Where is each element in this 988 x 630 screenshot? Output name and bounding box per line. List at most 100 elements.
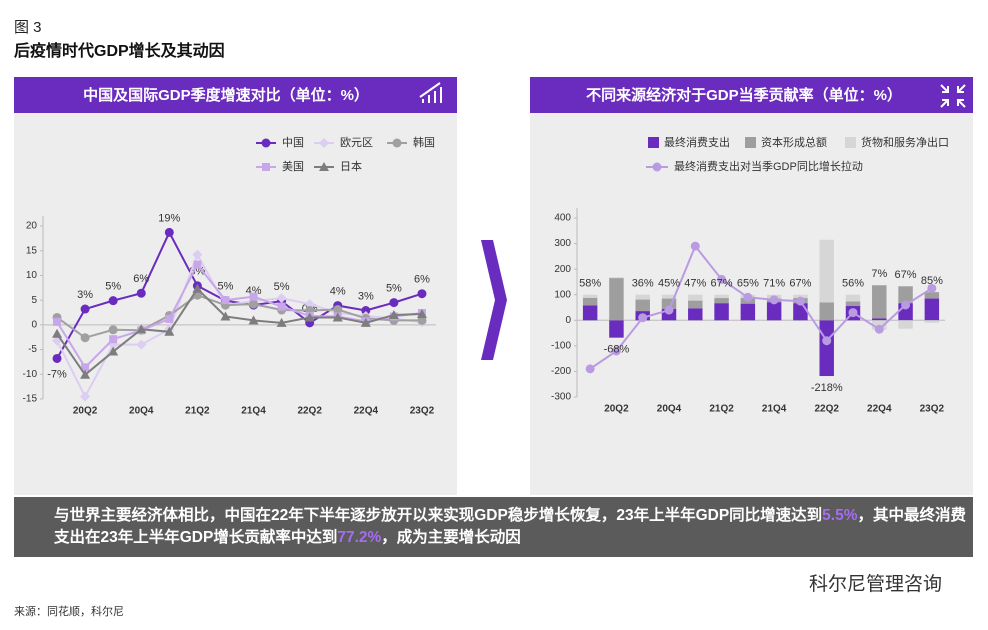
x-tick-label: 22Q4 xyxy=(867,404,892,415)
marker xyxy=(319,138,329,148)
y-tick-label: -15 xyxy=(23,394,38,405)
marker xyxy=(164,227,174,237)
y-tick-label: 10 xyxy=(26,270,38,281)
legend-swatch xyxy=(845,137,856,148)
left-panel-title: 中国及国际GDP季度增速对比（单位：%） xyxy=(83,86,369,104)
marker xyxy=(822,336,832,346)
bar-segment xyxy=(793,294,808,299)
bar-segment xyxy=(845,301,861,306)
marker xyxy=(261,138,271,148)
bar-segment xyxy=(582,297,598,306)
y-tick-label: 200 xyxy=(554,264,571,275)
y-tick-label: 15 xyxy=(26,245,38,256)
x-tick-label: 22Q2 xyxy=(297,406,322,417)
legend-label: 资本形成总额 xyxy=(761,135,827,149)
legend-label: 货物和服务净出口 xyxy=(861,135,949,149)
marker xyxy=(109,335,118,344)
marker xyxy=(848,308,858,318)
marker xyxy=(276,293,287,304)
data-label: 85% xyxy=(921,275,943,287)
bar-segment xyxy=(635,299,650,312)
marker xyxy=(192,283,203,293)
x-tick-label: 23Q2 xyxy=(920,404,945,415)
bar-segment xyxy=(793,303,808,321)
bar-segment xyxy=(845,294,861,302)
legend-label: 最终消费支出 xyxy=(664,135,730,149)
y-tick-label: -5 xyxy=(28,344,37,355)
right-header xyxy=(530,77,973,113)
left-panel xyxy=(14,77,457,495)
bar-segment xyxy=(924,298,940,321)
x-tick-label: 22Q2 xyxy=(814,404,839,415)
data-label: 67% xyxy=(895,269,917,281)
legend-label: 美国 xyxy=(282,160,304,173)
x-tick-label: 23Q2 xyxy=(410,406,435,417)
marker xyxy=(652,162,662,172)
y-tick-label: 5 xyxy=(31,295,37,306)
banner: 与世界主要经济体相比，中国在22年下半年逐步放开以来实现GDP稳步增长恢复，23… xyxy=(14,497,973,557)
left-header xyxy=(14,77,457,113)
x-tick-label: 20Q4 xyxy=(657,404,682,415)
y-tick-label: -100 xyxy=(551,340,571,351)
data-label: 19% xyxy=(158,212,180,224)
watermark: 科尔尼管理咨询 xyxy=(809,573,942,595)
marker xyxy=(193,260,202,269)
marker xyxy=(333,305,343,315)
marker xyxy=(389,298,399,308)
marker xyxy=(192,249,203,260)
marker xyxy=(249,299,259,309)
data-label: 5% xyxy=(386,283,402,295)
y-tick-label: 0 xyxy=(565,315,571,326)
data-label: 6% xyxy=(414,274,430,286)
marker xyxy=(80,333,90,343)
y-tick-label: 400 xyxy=(554,213,571,224)
legend-swatch xyxy=(745,137,756,148)
data-label: 6% xyxy=(133,273,149,285)
banner-text: 与世界主要经济体相比，中国在22年下半年逐步放开以来实现GDP稳步增长恢复，23… xyxy=(54,507,823,524)
marker xyxy=(80,369,91,379)
legend-label: 最终消费支出对当季GDP同比增长拉动 xyxy=(674,159,863,173)
y-tick-label: 20 xyxy=(26,221,38,232)
bar-segment xyxy=(898,286,913,304)
marker xyxy=(392,138,402,148)
bar-segment xyxy=(661,294,677,299)
data-label: 71% xyxy=(763,278,785,290)
data-label: 47% xyxy=(684,278,706,290)
marker xyxy=(332,312,343,322)
marker xyxy=(874,324,884,334)
bar-segment xyxy=(714,303,729,321)
marker xyxy=(585,364,595,374)
bar-segment xyxy=(872,285,887,319)
figure-label: 图 3 xyxy=(14,19,42,36)
marker xyxy=(108,325,118,335)
bar-segment xyxy=(819,302,834,321)
bar-segment xyxy=(872,318,887,321)
marker xyxy=(52,328,63,338)
marker xyxy=(717,274,727,284)
marker xyxy=(53,317,62,326)
marker xyxy=(136,324,147,334)
data-label: 65% xyxy=(737,278,759,290)
x-tick-label: 22Q4 xyxy=(354,406,379,417)
marker xyxy=(690,241,700,251)
marker xyxy=(276,317,287,327)
marker xyxy=(262,163,270,171)
figure-title: 后疫情时代GDP增长及其动因 xyxy=(14,41,225,60)
legend-label: 韩国 xyxy=(413,135,435,149)
x-tick-label: 21Q4 xyxy=(241,406,266,417)
data-label: -7% xyxy=(47,368,67,380)
data-label: 7% xyxy=(871,268,887,280)
marker xyxy=(638,313,648,323)
marker xyxy=(304,299,315,310)
legend-swatch xyxy=(648,137,659,148)
marker xyxy=(136,339,147,350)
y-tick-label: 100 xyxy=(554,289,571,300)
x-tick-label: 20Q2 xyxy=(604,404,629,415)
bar-segment xyxy=(924,320,940,323)
bar-segment xyxy=(688,300,703,309)
marker xyxy=(361,306,371,316)
banner-text: ，其中最终消费支出在23年上半年GDP增长贡献率中达到 xyxy=(54,507,967,546)
marker xyxy=(136,288,146,298)
y-tick-label: -200 xyxy=(551,366,571,377)
